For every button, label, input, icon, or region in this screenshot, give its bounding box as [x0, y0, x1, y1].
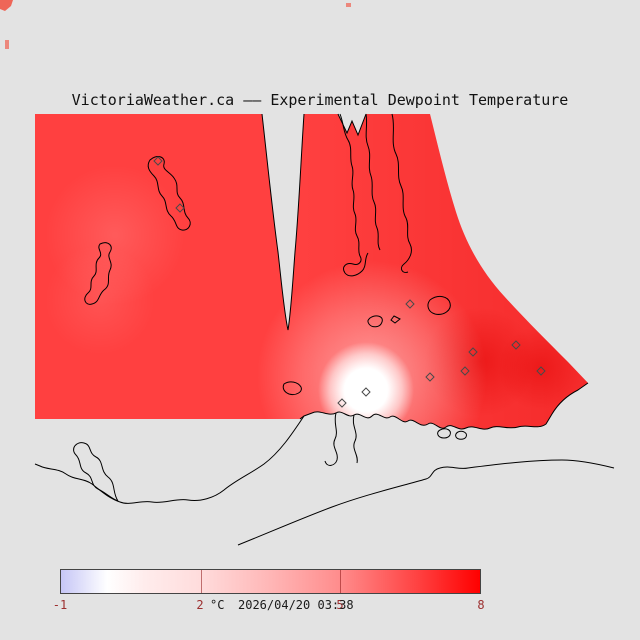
colorbar-tick-label: 5 — [336, 598, 344, 612]
island-outline-4 — [427, 295, 451, 315]
station-marker — [425, 372, 435, 382]
colorbar-tick-label: 8 — [477, 598, 485, 612]
top-notch — [338, 114, 366, 135]
coastline-harbour-1 — [324, 412, 338, 466]
island-outline-6 — [282, 381, 302, 395]
station-markers — [153, 156, 546, 408]
colorbar-labels: -1 2 5 8 °C 2026/04/20 03:38 — [0, 598, 640, 614]
island-outline-7 — [437, 428, 451, 439]
saanich-inlet — [262, 114, 304, 330]
island-outline-5 — [390, 315, 401, 324]
coastline-top-notch — [337, 113, 367, 137]
station-marker — [361, 387, 371, 397]
island-outline-3 — [367, 315, 383, 328]
station-marker — [337, 398, 347, 408]
station-marker — [153, 156, 163, 166]
artifact-speck — [346, 3, 351, 7]
colorbar-tick-label: 2 — [196, 598, 204, 612]
dewpoint-field — [35, 114, 588, 430]
colorbar-tickline-2 — [200, 570, 202, 593]
low-dewpoint-spot — [318, 342, 414, 430]
station-marker — [536, 366, 546, 376]
coastline-olympic-peninsula — [237, 459, 615, 546]
station-marker — [468, 347, 478, 357]
coastline-sooke-basin — [73, 442, 119, 502]
artifact-speck — [5, 40, 9, 49]
colorbar — [60, 569, 481, 594]
colorbar-tick-label: -1 — [52, 598, 68, 612]
colorbar-gradient — [61, 570, 480, 593]
coastline-victoria-shore — [299, 382, 589, 430]
coastline-inlet — [261, 113, 305, 331]
coastline-harbour-2 — [352, 414, 358, 464]
station-marker — [175, 203, 185, 213]
coastline-peninsula-mid — [365, 113, 381, 251]
colorbar-tickline-5 — [340, 570, 342, 593]
station-marker — [405, 299, 415, 309]
island-outline-1 — [147, 156, 191, 231]
coastline-peninsula-west — [339, 113, 369, 277]
island-outline-2 — [84, 242, 112, 305]
station-marker — [511, 340, 521, 350]
artifact-speck — [0, 0, 13, 11]
station-marker — [460, 366, 470, 376]
unit-label: °C — [210, 598, 225, 612]
timestamp: 2026/04/20 03:38 — [238, 598, 354, 612]
coastline-sooke — [34, 415, 305, 504]
coastline-peninsula-east — [391, 113, 412, 273]
page-title: VictoriaWeather.ca —— Experimental Dewpo… — [71, 91, 569, 109]
island-outline-8 — [455, 430, 467, 440]
